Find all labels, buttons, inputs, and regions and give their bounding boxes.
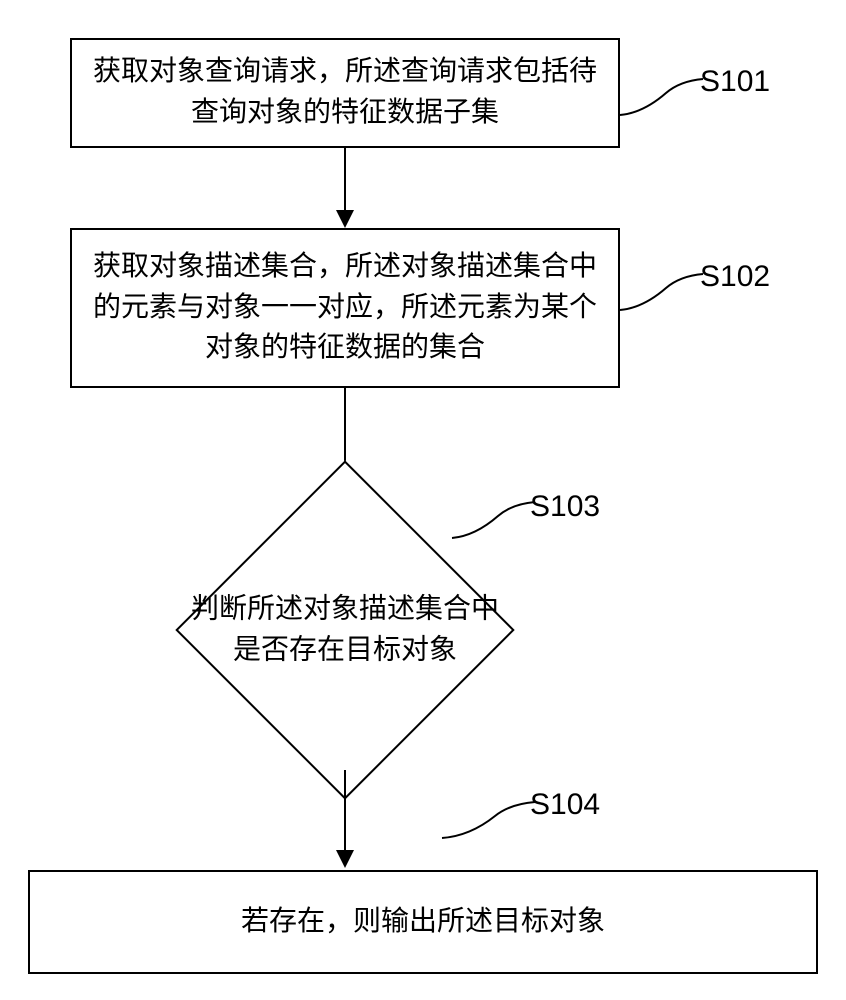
process-box-s102: 获取对象描述集合，所述对象描述集合中的元素与对象一一对应，所述元素为某个对象的特… (70, 228, 620, 388)
process-box-s101: 获取对象查询请求，所述查询请求包括待查询对象的特征数据子集 (70, 38, 620, 148)
process-box-s104: 若存在，则输出所述目标对象 (28, 870, 818, 974)
arrow-line-1 (344, 148, 346, 212)
callout-s103 (450, 498, 540, 548)
callout-s104 (440, 798, 540, 848)
process-text-s102: 获取对象描述集合，所述对象描述集合中的元素与对象一一对应，所述元素为某个对象的特… (90, 247, 600, 369)
step-label-s101: S101 (700, 65, 770, 99)
arrow-head-3 (336, 850, 354, 868)
step-label-s104: S104 (530, 788, 600, 822)
process-text-s101: 获取对象查询请求，所述查询请求包括待查询对象的特征数据子集 (90, 52, 600, 133)
decision-diamond-s103: 判断所述对象描述集合中是否存在目标对象 (225, 510, 465, 750)
step-label-s103: S103 (530, 490, 600, 524)
arrow-line-3 (344, 770, 346, 852)
decision-text-s103: 判断所述对象描述集合中是否存在目标对象 (185, 589, 505, 670)
process-text-s104: 若存在，则输出所述目标对象 (241, 902, 605, 943)
callout-s101 (618, 75, 708, 125)
callout-s102 (618, 270, 708, 320)
step-label-s102: S102 (700, 260, 770, 294)
arrow-head-1 (336, 210, 354, 228)
